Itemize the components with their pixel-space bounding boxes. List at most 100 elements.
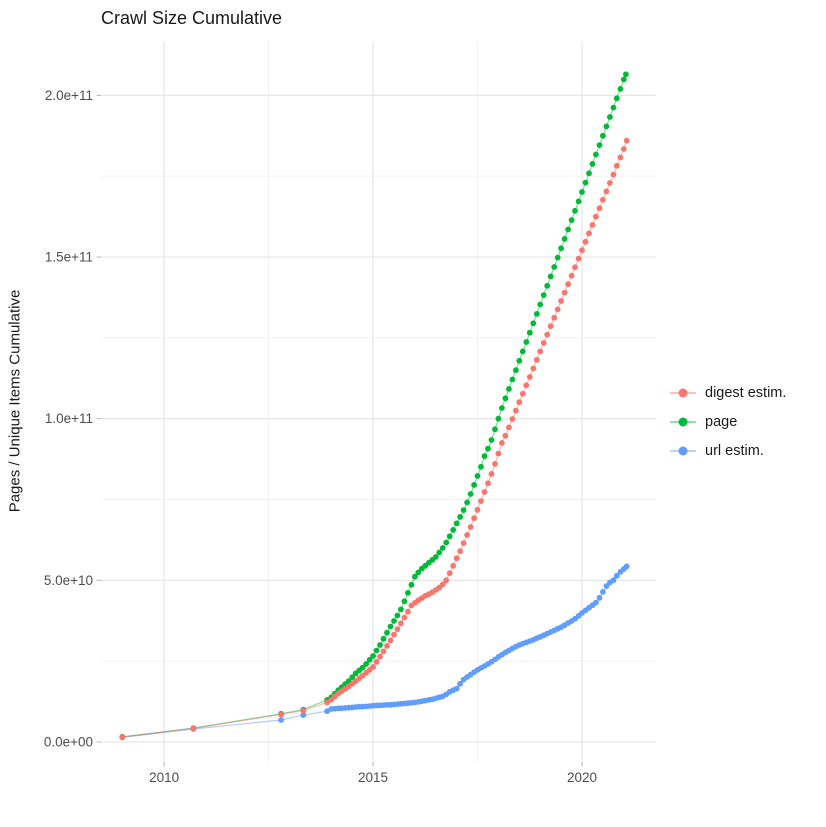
data-point — [558, 245, 564, 252]
data-point — [617, 154, 624, 161]
data-point — [537, 301, 544, 308]
data-point — [572, 207, 578, 214]
data-point — [509, 416, 516, 422]
data-point — [474, 506, 481, 513]
y-tick-label: 1.5e+11 — [45, 249, 93, 264]
data-point — [384, 629, 390, 636]
data-point — [617, 86, 624, 92]
data-point — [547, 273, 554, 280]
data-point — [572, 264, 578, 271]
data-point — [516, 357, 523, 364]
data-point — [457, 548, 463, 555]
data-point — [613, 95, 620, 102]
data-point — [401, 598, 408, 605]
data-point — [453, 520, 460, 527]
data-point — [495, 415, 502, 422]
data-point — [551, 264, 558, 270]
data-point — [359, 664, 366, 671]
data-point — [600, 132, 606, 139]
data-point — [554, 306, 561, 313]
data-point — [391, 631, 397, 638]
data-point — [544, 331, 551, 338]
data-point — [492, 426, 498, 433]
data-point — [561, 236, 568, 242]
legend-point-icon — [678, 388, 688, 397]
y-axis-title: Pages / Unique Items Cumulative — [6, 289, 24, 513]
legend-key-icon — [670, 442, 696, 460]
data-point — [405, 590, 411, 596]
data-point — [443, 577, 450, 584]
data-point — [439, 545, 446, 551]
data-point — [300, 712, 307, 718]
data-point — [405, 608, 411, 615]
data-point — [412, 573, 418, 580]
data-point — [623, 137, 630, 144]
legend-point-icon — [678, 446, 688, 455]
data-point — [478, 463, 484, 470]
data-point — [565, 226, 571, 233]
data-point — [460, 507, 467, 513]
data-point — [380, 635, 387, 642]
data-point — [582, 238, 589, 245]
data-point — [492, 461, 498, 467]
data-point — [485, 445, 491, 452]
data-point — [607, 114, 613, 120]
data-point — [547, 323, 554, 330]
data-point — [579, 189, 585, 195]
data-point — [586, 230, 592, 237]
legend-item-label: page — [705, 413, 738, 430]
x-tick-label: 2015 — [358, 770, 388, 785]
data-point — [467, 524, 474, 530]
data-point — [474, 473, 481, 479]
series-line-page — [122, 74, 627, 738]
legend-key-icon — [670, 413, 696, 431]
y-tick-label: 5.0e+10 — [44, 573, 93, 588]
data-point — [537, 348, 544, 355]
data-point — [394, 612, 401, 619]
data-point — [488, 471, 495, 477]
data-point — [554, 254, 561, 261]
data-point — [471, 515, 477, 522]
data-point — [377, 642, 383, 648]
data-point — [593, 213, 599, 220]
chart-title: Crawl Size Cumulative — [101, 8, 283, 28]
data-point — [620, 76, 627, 83]
data-point — [623, 563, 630, 570]
data-point — [620, 146, 627, 152]
data-point — [373, 647, 380, 654]
data-point — [613, 162, 620, 169]
data-point — [415, 569, 422, 576]
data-point — [607, 180, 613, 186]
legend-item-url-estim-: url estim. — [670, 436, 786, 465]
data-point — [526, 374, 533, 380]
data-point — [533, 356, 540, 363]
data-point — [488, 437, 495, 443]
data-point — [443, 539, 450, 546]
data-point — [603, 123, 610, 130]
data-point — [551, 314, 558, 321]
data-point — [495, 450, 502, 457]
data-point — [509, 376, 516, 383]
data-point — [613, 572, 620, 579]
data-point — [533, 311, 540, 317]
x-tick-label: 2020 — [567, 770, 597, 785]
data-point — [391, 618, 397, 624]
data-point — [471, 482, 477, 488]
data-point — [623, 71, 629, 78]
data-point — [464, 499, 470, 506]
legend-item-label: url estim. — [705, 442, 764, 459]
data-point — [450, 562, 457, 569]
data-point — [502, 395, 509, 402]
data-point — [300, 707, 307, 714]
data-point — [398, 606, 404, 613]
data-point — [499, 405, 505, 411]
data-point — [513, 407, 519, 414]
data-point — [377, 653, 383, 660]
data-point — [432, 554, 439, 560]
data-point — [481, 453, 488, 460]
data-point — [586, 170, 592, 177]
data-point — [565, 281, 571, 288]
data-point — [478, 498, 484, 504]
